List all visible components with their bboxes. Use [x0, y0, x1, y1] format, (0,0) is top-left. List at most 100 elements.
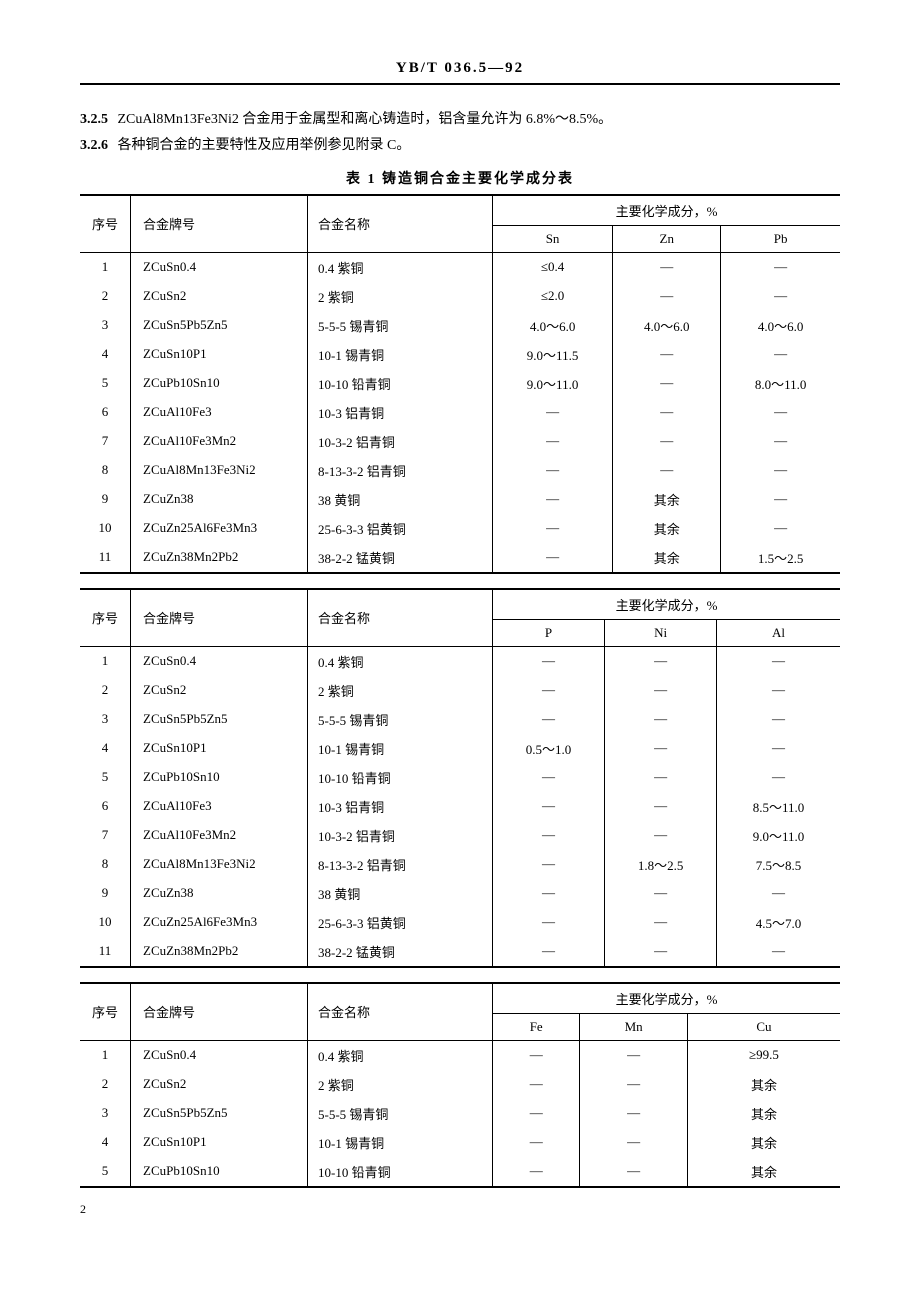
col-sn: Sn: [493, 225, 613, 252]
paragraph-325: 3.2.5 ZCuAl8Mn13Fe3Ni2 合金用于金属型和离心铸造时，铝含量…: [80, 109, 840, 131]
cell-code: ZCuZn38: [131, 485, 308, 514]
cell-chem: —: [493, 1099, 580, 1128]
cell-chem: 其余: [687, 1070, 840, 1099]
cell-name: 0.4 紫铜: [308, 252, 493, 282]
cell-chem: —: [717, 676, 840, 705]
cell-chem: —: [493, 792, 605, 821]
cell-name: 10-1 锡青铜: [308, 734, 493, 763]
cell-chem: ≤0.4: [493, 252, 613, 282]
cell-chem: —: [493, 427, 613, 456]
cell-chem: 4.5～7.0: [717, 908, 840, 937]
cell-chem: 8.0～11.0: [721, 369, 840, 398]
table-row: 5ZCuPb10Sn1010-10 铅青铜9.0～11.0—8.0～11.0: [80, 369, 840, 398]
cell-chem: —: [580, 1040, 688, 1070]
cell-code: ZCuAl8Mn13Fe3Ni2: [131, 850, 308, 879]
cell-seq: 5: [80, 763, 131, 792]
table-row: 11ZCuZn38Mn2Pb238-2-2 锰黄铜—其余1.5～2.5: [80, 543, 840, 573]
doc-header: YB/T 036.5—92: [80, 60, 840, 85]
cell-chem: —: [605, 937, 717, 967]
para-text: ZCuAl8Mn13Fe3Ni2 合金用于金属型和离心铸造时，铝含量允许为 6.…: [118, 112, 613, 127]
cell-code: ZCuSn5Pb5Zn5: [131, 1099, 308, 1128]
col-mn: Mn: [580, 1013, 688, 1040]
cell-code: ZCuSn5Pb5Zn5: [131, 705, 308, 734]
table-row: 5ZCuPb10Sn1010-10 铅青铜——其余: [80, 1157, 840, 1187]
table-row: 3ZCuSn5Pb5Zn55-5-5 锡青铜——其余: [80, 1099, 840, 1128]
cell-chem: —: [613, 398, 721, 427]
cell-code: ZCuPb10Sn10: [131, 763, 308, 792]
table-row: 9ZCuZn3838 黄铜———: [80, 879, 840, 908]
cell-code: ZCuSn2: [131, 676, 308, 705]
cell-name: 38-2-2 锰黄铜: [308, 543, 493, 573]
cell-chem: —: [717, 734, 840, 763]
table-row: 7ZCuAl10Fe3Mn210-3-2 铝青铜——9.0～11.0: [80, 821, 840, 850]
cell-seq: 1: [80, 646, 131, 676]
cell-chem: 其余: [613, 543, 721, 573]
cell-seq: 3: [80, 311, 131, 340]
para-text: 各种铜合金的主要特性及应用举例参见附录 C。: [118, 138, 411, 153]
cell-chem: —: [493, 705, 605, 734]
cell-chem: —: [580, 1099, 688, 1128]
col-pb: Pb: [721, 225, 840, 252]
cell-code: ZCuSn0.4: [131, 1040, 308, 1070]
cell-seq: 4: [80, 1128, 131, 1157]
cell-chem: —: [493, 543, 613, 573]
cell-chem: —: [613, 340, 721, 369]
col-group: 主要化学成分，%: [493, 983, 841, 1014]
cell-name: 25-6-3-3 铝黄铜: [308, 908, 493, 937]
cell-name: 10-3 铝青铜: [308, 792, 493, 821]
table-title: 表 1 铸造铜合金主要化学成分表: [80, 168, 840, 188]
composition-table-block2: 序号 合金牌号 合金名称 主要化学成分，% P Ni Al 1ZCuSn0.40…: [80, 588, 840, 968]
cell-chem: 9.0～11.0: [717, 821, 840, 850]
table-row: 2ZCuSn22 紫铜≤2.0——: [80, 282, 840, 311]
cell-seq: 7: [80, 427, 131, 456]
cell-chem: —: [721, 340, 840, 369]
col-cu: Cu: [687, 1013, 840, 1040]
cell-chem: 其余: [613, 514, 721, 543]
cell-seq: 11: [80, 543, 131, 573]
table-row: 6ZCuAl10Fe310-3 铝青铜——8.5～11.0: [80, 792, 840, 821]
col-code: 合金牌号: [131, 983, 308, 1041]
cell-chem: —: [493, 821, 605, 850]
cell-chem: —: [717, 879, 840, 908]
cell-seq: 1: [80, 252, 131, 282]
cell-chem: —: [721, 456, 840, 485]
cell-chem: 其余: [687, 1128, 840, 1157]
table-row: 4ZCuSn10P110-1 锡青铜9.0～11.5——: [80, 340, 840, 369]
col-group: 主要化学成分，%: [493, 589, 841, 620]
table-row: 2ZCuSn22 紫铜———: [80, 676, 840, 705]
table-row: 5ZCuPb10Sn1010-10 铅青铜———: [80, 763, 840, 792]
col-seq: 序号: [80, 195, 131, 253]
cell-code: ZCuPb10Sn10: [131, 369, 308, 398]
cell-chem: —: [493, 908, 605, 937]
cell-seq: 2: [80, 1070, 131, 1099]
cell-chem: 其余: [613, 485, 721, 514]
cell-code: ZCuAl10Fe3Mn2: [131, 427, 308, 456]
cell-chem: —: [605, 821, 717, 850]
cell-seq: 3: [80, 1099, 131, 1128]
cell-seq: 10: [80, 908, 131, 937]
cell-code: ZCuAl10Fe3: [131, 792, 308, 821]
cell-chem: —: [605, 879, 717, 908]
cell-seq: 10: [80, 514, 131, 543]
cell-chem: —: [721, 427, 840, 456]
cell-chem: 4.0～6.0: [493, 311, 613, 340]
table-row: 3ZCuSn5Pb5Zn55-5-5 锡青铜———: [80, 705, 840, 734]
col-fe: Fe: [493, 1013, 580, 1040]
cell-chem: —: [717, 937, 840, 967]
cell-chem: —: [580, 1070, 688, 1099]
cell-chem: —: [493, 937, 605, 967]
cell-name: 25-6-3-3 铝黄铜: [308, 514, 493, 543]
table-row: 1ZCuSn0.40.4 紫铜≤0.4——: [80, 252, 840, 282]
cell-name: 10-3-2 铝青铜: [308, 821, 493, 850]
cell-name: 10-3-2 铝青铜: [308, 427, 493, 456]
cell-seq: 8: [80, 850, 131, 879]
table-row: 3ZCuSn5Pb5Zn55-5-5 锡青铜4.0～6.04.0～6.04.0～…: [80, 311, 840, 340]
cell-chem: —: [717, 763, 840, 792]
cell-code: ZCuPb10Sn10: [131, 1157, 308, 1187]
table-row: 10ZCuZn25Al6Fe3Mn325-6-3-3 铝黄铜—其余—: [80, 514, 840, 543]
cell-chem: —: [721, 252, 840, 282]
cell-name: 8-13-3-2 铝青铜: [308, 456, 493, 485]
cell-chem: ≤2.0: [493, 282, 613, 311]
cell-chem: —: [721, 514, 840, 543]
cell-chem: 0.5～1.0: [493, 734, 605, 763]
